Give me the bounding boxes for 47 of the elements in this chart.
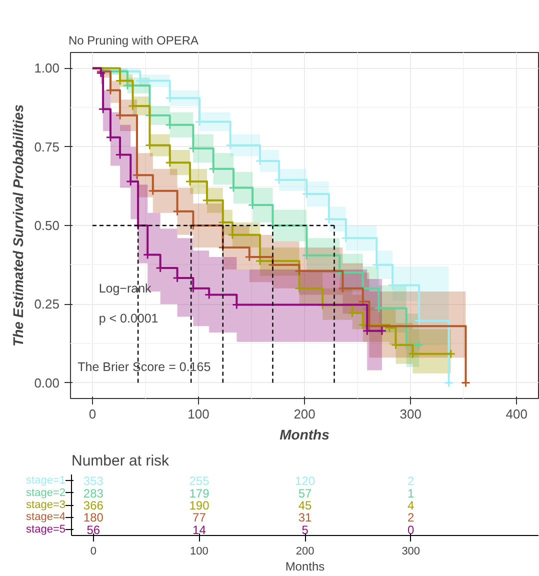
- data-label: 353: [83, 474, 104, 488]
- data-label: 14: [192, 522, 206, 537]
- x-tick-label: 300: [402, 546, 420, 558]
- y-tick-label: stage=5: [26, 523, 66, 536]
- y-axis-title: The Estimated Survival Probabilities: [10, 104, 26, 346]
- y-tick-label: stage=1: [26, 474, 66, 487]
- y-tick-label: stage=4: [26, 511, 66, 524]
- x-tick-label: 100: [188, 406, 210, 422]
- data-label: 366: [83, 498, 104, 512]
- data-label: 2: [408, 510, 415, 525]
- x-tick-label: 200: [294, 406, 316, 422]
- data-label: 255: [189, 474, 210, 488]
- x-tick-label: 100: [190, 546, 208, 558]
- x-tick-label: 300: [400, 406, 422, 422]
- data-label: 0: [408, 522, 415, 537]
- data-label: 4: [408, 498, 415, 512]
- y-tick-label: 0.75: [34, 139, 60, 154]
- data-label: 56: [86, 522, 100, 537]
- y-tick-label: stage=2: [26, 486, 66, 499]
- data-label: 45: [298, 498, 312, 512]
- x-tick-label: 0: [90, 546, 96, 558]
- data-label: 2: [408, 474, 415, 488]
- y-tick-label: 1.00: [34, 60, 60, 76]
- x-tick-label: 0: [88, 406, 96, 422]
- data-label: 77: [192, 510, 206, 525]
- x-tick-label: 200: [296, 546, 314, 558]
- data-label: 283: [83, 486, 104, 500]
- data-label: 5: [302, 522, 309, 537]
- x-tick-label: 400: [506, 406, 528, 422]
- data-label: 180: [83, 510, 104, 525]
- chart-title: Number at risk: [72, 452, 170, 470]
- data-label: 120: [295, 474, 316, 488]
- x-axis-title: Months: [280, 426, 330, 442]
- x-axis-title: Months: [285, 560, 325, 574]
- annotation: p < 0.0001: [98, 311, 158, 326]
- y-tick-label: 0.25: [34, 296, 60, 312]
- data-label: 1: [408, 486, 415, 500]
- y-tick-label: 0.00: [34, 375, 60, 390]
- data-label: 179: [189, 486, 210, 500]
- y-tick-label: 0.50: [34, 218, 60, 233]
- data-label: 190: [189, 498, 210, 512]
- y-tick-label: stage=3: [26, 499, 66, 511]
- chart-title: No Pruning with OPERA: [68, 34, 199, 48]
- annotation: Log−rank: [98, 281, 152, 296]
- data-label: 57: [298, 486, 312, 500]
- annotation: The Brier Score = 0.165: [78, 360, 211, 374]
- data-label: 31: [298, 510, 312, 525]
